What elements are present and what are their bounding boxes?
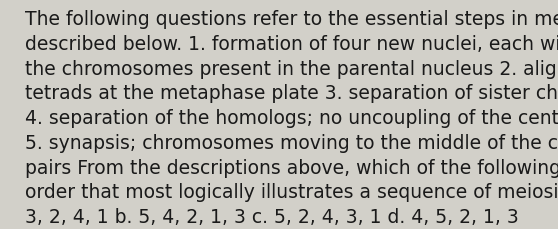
Text: The following questions refer to the essential steps in meiosis
described below.: The following questions refer to the ess… — [25, 10, 558, 226]
